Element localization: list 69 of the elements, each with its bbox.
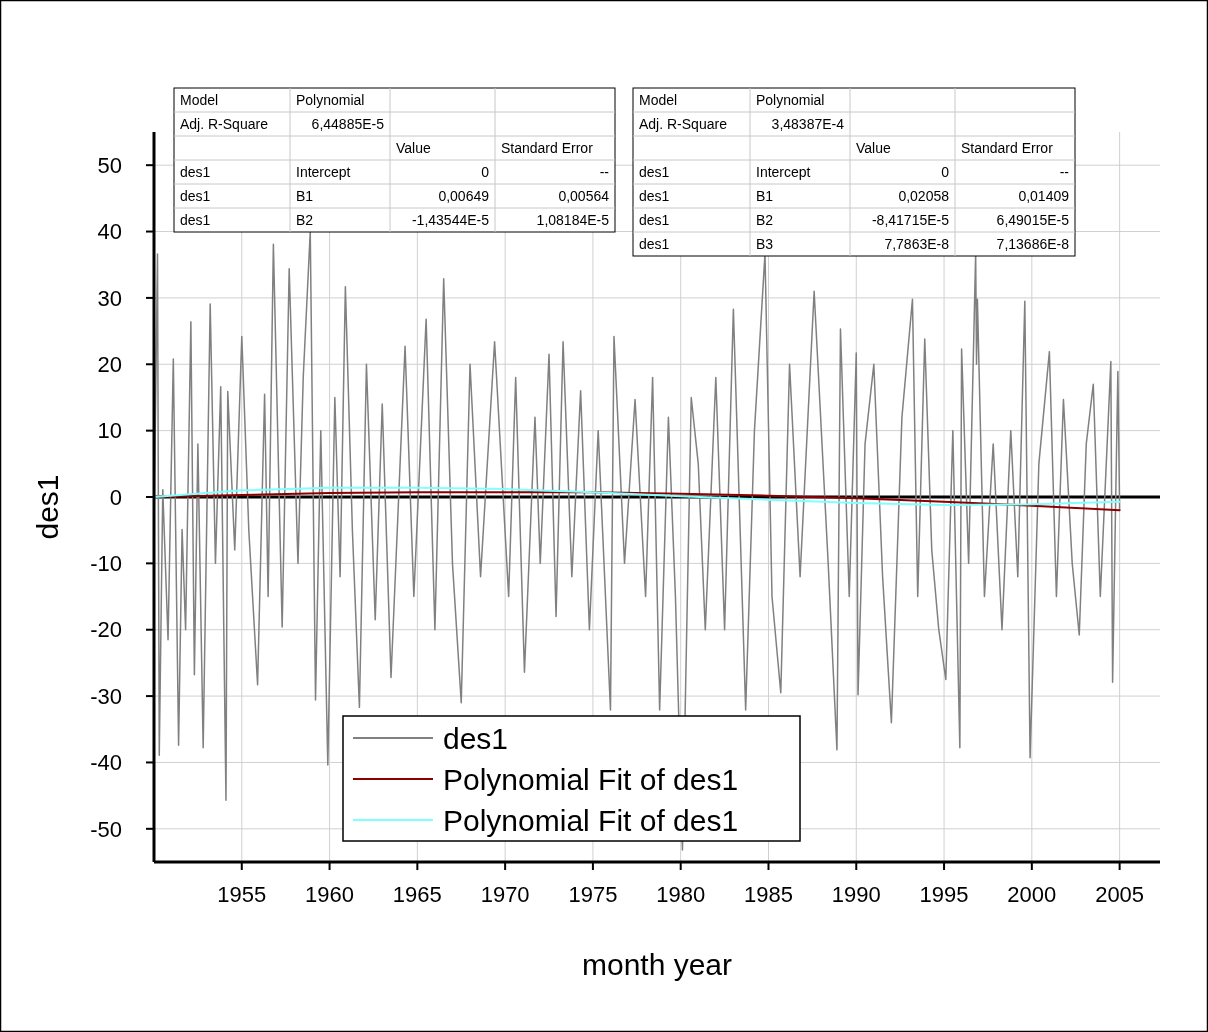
annotation: 7,13686E-8: [996, 236, 1070, 252]
annotation: B2: [756, 212, 774, 228]
y-tick-label: -40: [90, 750, 122, 776]
text: Adj. R-Square: [639, 116, 727, 132]
annotation: 7,7863E-8: [884, 236, 950, 252]
annotation: --: [599, 164, 610, 180]
x-tick-label: 1985: [744, 881, 793, 907]
y-tick-label: 10: [97, 418, 122, 444]
y-tick-label: 0: [109, 484, 122, 510]
x-tick-label: 1965: [392, 881, 442, 907]
legend-label: Polynomial Fit of des1: [443, 762, 739, 796]
annotation: des1: [180, 164, 211, 180]
annotation: B1: [296, 188, 314, 204]
annotation: des1: [639, 164, 670, 180]
y-tick-label: -50: [90, 816, 122, 842]
annotation: 0,00649: [438, 188, 490, 204]
annotation: Intercept: [296, 164, 351, 180]
text: Model: [180, 92, 219, 108]
y-tick-label: -30: [90, 683, 122, 709]
annotation: -8,41715E-5: [871, 212, 950, 228]
annotation: Standard Error: [961, 140, 1054, 156]
y-tick-label: 50: [97, 152, 122, 178]
x-tick-label: 1975: [568, 881, 618, 907]
x-tick-label: 2005: [1095, 881, 1145, 907]
annotation: Intercept: [756, 164, 811, 180]
text: Model: [639, 92, 678, 108]
text: 6,44885E-5: [311, 116, 384, 132]
line-series: [153, 486, 1121, 506]
y-tick-label: 20: [97, 351, 122, 377]
x-tick-label: 2000: [1007, 881, 1057, 907]
annotation: Value: [856, 140, 891, 156]
y-axis-title: des1: [31, 474, 64, 540]
text: Polynomial: [756, 92, 825, 108]
annotation: 0: [481, 164, 490, 180]
y-tick-label: -10: [90, 551, 122, 577]
annotation: des1: [639, 188, 670, 204]
x-tick-label: 1995: [919, 881, 969, 907]
text: Polynomial: [296, 92, 365, 108]
annotation: --: [1059, 164, 1070, 180]
y-tick-label: -20: [90, 617, 122, 643]
annotation: 6,49015E-5: [996, 212, 1070, 228]
annotation: 0,02058: [898, 188, 950, 204]
x-tick-label: 1970: [480, 881, 530, 907]
annotation: B2: [296, 212, 314, 228]
annotation: -1,43544E-5: [411, 212, 490, 228]
x-axis-title: month year: [581, 948, 733, 981]
annotation: des1: [639, 236, 670, 252]
legend-label: des1: [443, 721, 509, 755]
annotation: B1: [756, 188, 774, 204]
annotation: 0: [941, 164, 950, 180]
y-tick-label: 40: [97, 219, 122, 245]
line-series: [153, 230, 1121, 851]
annotation: Standard Error: [501, 140, 594, 156]
annotation: Value: [396, 140, 431, 156]
annotation: 0,00564: [558, 188, 610, 204]
annotation: 0,01409: [1018, 188, 1070, 204]
x-tick-label: 1960: [305, 881, 355, 907]
text: 3,48387E-4: [771, 116, 844, 132]
text: Adj. R-Square: [180, 116, 268, 132]
annotation: des1: [180, 212, 211, 228]
x-tick-label: 1990: [831, 881, 881, 907]
annotation: 1,08184E-5: [536, 212, 610, 228]
annotation: des1: [639, 212, 670, 228]
annotation: des1: [180, 188, 211, 204]
legend-label: Polynomial Fit of des1: [443, 803, 739, 837]
x-tick-label: 1955: [217, 881, 267, 907]
x-tick-label: 1980: [656, 881, 706, 907]
y-tick-label: 30: [97, 285, 122, 311]
annotation: B3: [756, 236, 774, 252]
